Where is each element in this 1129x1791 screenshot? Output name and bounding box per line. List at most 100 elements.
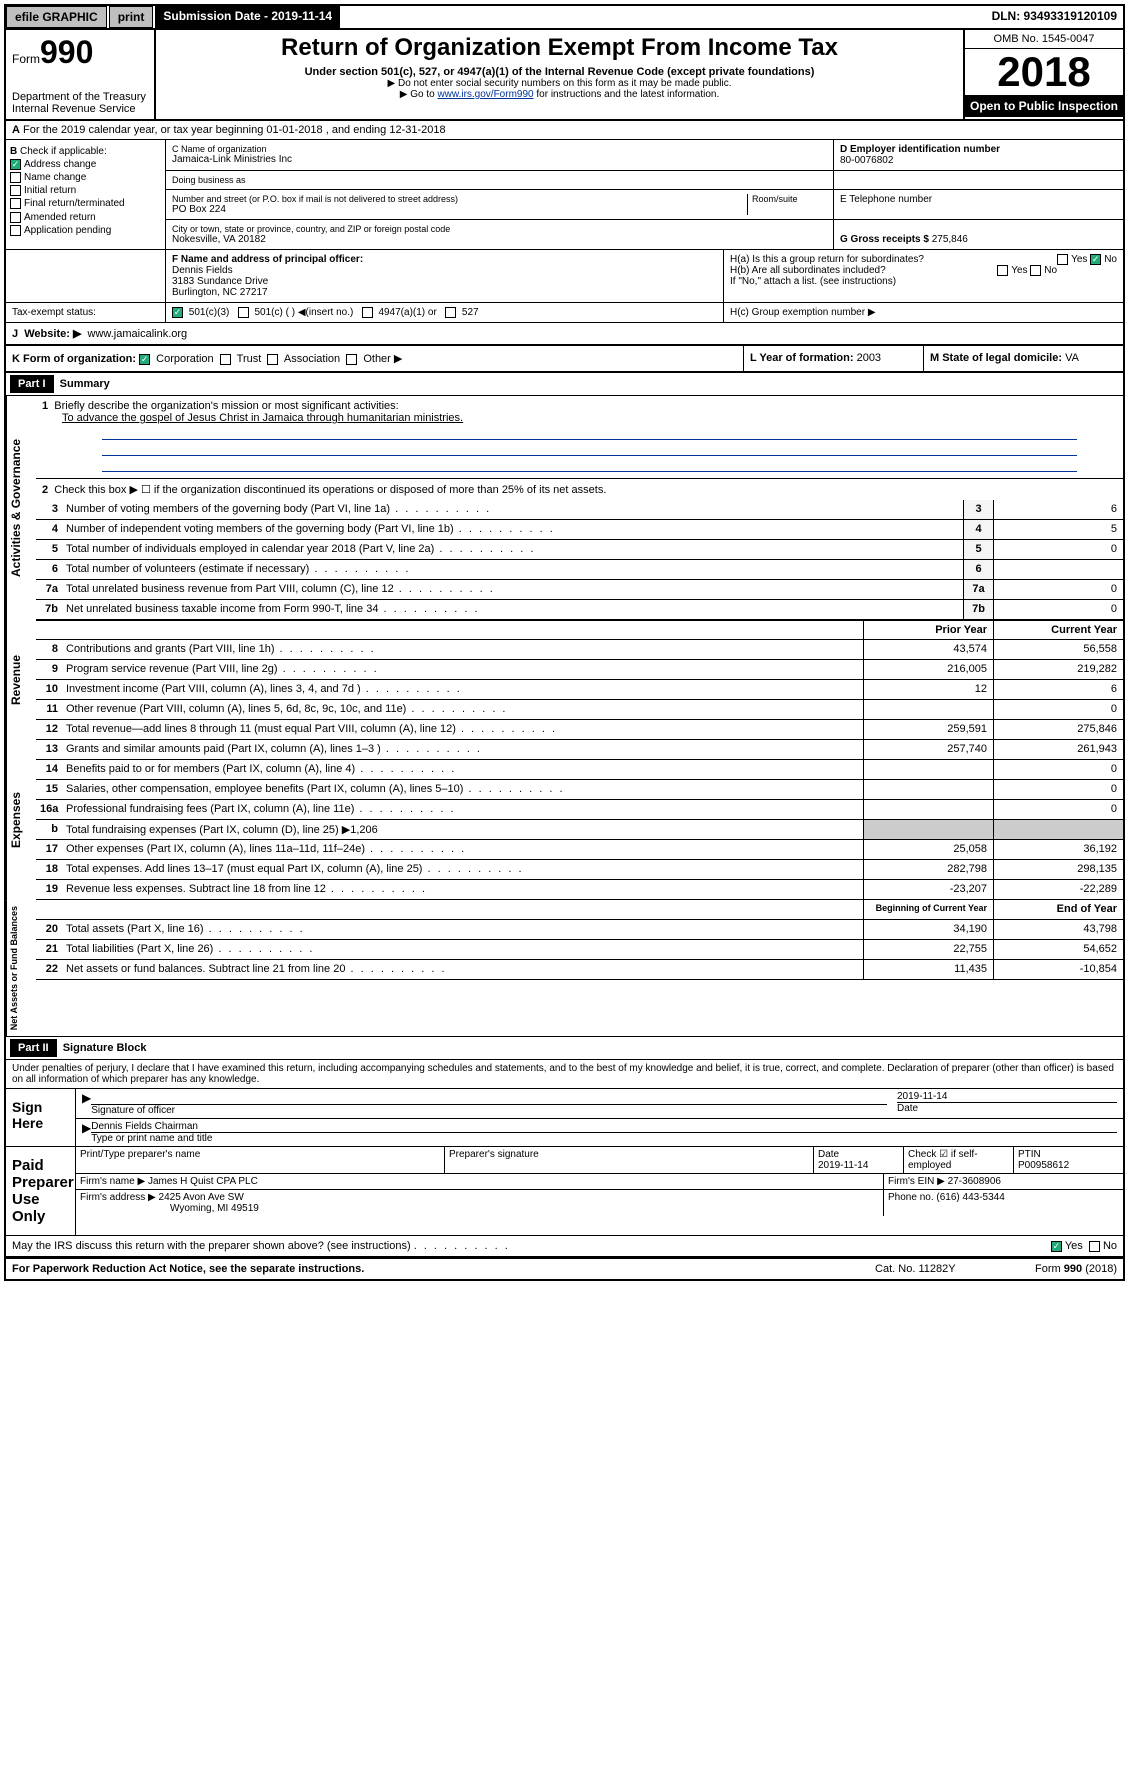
chk-address-change[interactable]: ✓ xyxy=(10,159,21,170)
hdr-num xyxy=(36,621,62,639)
chk-corp[interactable]: ✓ xyxy=(139,354,150,365)
header-right: OMB No. 1545-0047 2018 Open to Public In… xyxy=(963,30,1123,119)
chk-final[interactable] xyxy=(10,198,21,209)
form-number: 990 xyxy=(40,34,93,70)
chk-501c3[interactable]: ✓ xyxy=(172,307,183,318)
table-row: 8Contributions and grants (Part VIII, li… xyxy=(36,640,1123,660)
officer-name: Dennis Fields xyxy=(172,265,717,276)
dept-treasury: Department of the Treasury Internal Reve… xyxy=(12,91,148,115)
chk-527[interactable] xyxy=(445,307,456,318)
box-m-label: M State of legal domicile: xyxy=(930,352,1062,364)
tax-year: 2018 xyxy=(965,49,1123,95)
phone-value: (616) 443-5344 xyxy=(936,1192,1004,1203)
ha-label: H(a) Is this a group return for subordin… xyxy=(730,254,924,265)
row-16b-lbl: Total fundraising expenses (Part IX, col… xyxy=(62,820,863,839)
lbl-corp: Corporation xyxy=(156,353,213,365)
chk-amended[interactable] xyxy=(10,212,21,223)
box-j-label: Website: ▶ xyxy=(24,328,81,340)
phone-label: Phone no. xyxy=(888,1192,934,1203)
chk-ha-yes[interactable] xyxy=(1057,254,1068,265)
firm-ein: 27-3608906 xyxy=(948,1176,1001,1187)
table-row: 12Total revenue—add lines 8 through 11 (… xyxy=(36,720,1123,740)
table-row: 16aProfessional fundraising fees (Part I… xyxy=(36,800,1123,820)
open-inspection: Open to Public Inspection xyxy=(965,95,1123,117)
box-g-label: G Gross receipts $ xyxy=(840,234,929,245)
arrow-icon: ▶ xyxy=(82,1121,91,1144)
officer-addr1: 3183 Sundance Drive xyxy=(172,276,717,287)
box-e-label: E Telephone number xyxy=(840,194,1117,205)
table-row: 9Program service revenue (Part VIII, lin… xyxy=(36,660,1123,680)
section-expenses: Expenses 13Grants and similar amounts pa… xyxy=(6,740,1123,900)
print-button[interactable]: print xyxy=(109,6,154,28)
box-j: J Website: ▶ www.jamaicalink.org xyxy=(6,323,1123,346)
lbl-4947: 4947(a)(1) or xyxy=(378,307,436,318)
sig-field[interactable] xyxy=(91,1091,887,1105)
firm-name: James H Quist CPA PLC xyxy=(148,1176,258,1187)
discuss-row: May the IRS discuss this return with the… xyxy=(6,1236,1123,1258)
city-label: City or town, state or province, country… xyxy=(172,224,827,234)
ha-no: No xyxy=(1104,254,1117,265)
box-g: G Gross receipts $ 275,846 xyxy=(833,220,1123,249)
discuss-no: No xyxy=(1103,1240,1117,1252)
table-row: 7bNet unrelated business taxable income … xyxy=(36,600,1123,620)
table-row: 7aTotal unrelated business revenue from … xyxy=(36,580,1123,600)
block-identity: B Check if applicable: ✓Address change N… xyxy=(6,140,1123,250)
chk-hb-yes[interactable] xyxy=(997,265,1008,276)
box-f-label: F Name and address of principal officer: xyxy=(172,254,363,265)
efile-button[interactable]: efile GRAPHIC xyxy=(6,6,107,28)
officer-addr2: Burlington, NC 27217 xyxy=(172,287,717,298)
sign-here-block: Sign Here ▶ Signature of officer 2019-11… xyxy=(6,1089,1123,1147)
box-h: H(a) Is this a group return for subordin… xyxy=(723,250,1123,302)
chk-name-change[interactable] xyxy=(10,172,21,183)
table-row: 4Number of independent voting members of… xyxy=(36,520,1123,540)
chk-501c[interactable] xyxy=(238,307,249,318)
box-d-label: D Employer identification number xyxy=(840,144,1000,155)
city-value: Nokesville, VA 20182 xyxy=(172,234,827,245)
perjury-declaration: Under penalties of perjury, I declare th… xyxy=(6,1060,1123,1089)
chk-other[interactable] xyxy=(346,354,357,365)
chk-hb-no[interactable] xyxy=(1030,265,1041,276)
box-hc: H(c) Group exemption number ▶ xyxy=(723,303,1123,322)
blank-line xyxy=(102,458,1077,472)
box-f: F Name and address of principal officer:… xyxy=(166,250,723,302)
sidebar-governance: Activities & Governance xyxy=(6,396,36,620)
net-headers: Beginning of Current Year End of Year xyxy=(36,900,1123,920)
box-c-city: City or town, state or province, country… xyxy=(166,220,833,249)
box-c-addr: Number and street (or P.O. box if mail i… xyxy=(166,190,833,219)
box-k: K Form of organization: ✓ Corporation Tr… xyxy=(6,346,743,371)
chk-trust[interactable] xyxy=(220,354,231,365)
block-fh: F Name and address of principal officer:… xyxy=(6,250,1123,303)
part1-header: Part I Summary xyxy=(6,373,1123,396)
hdr-end: End of Year xyxy=(993,900,1123,919)
form-footer: Form 990 (2018) xyxy=(1035,1263,1117,1275)
gross-receipts: 275,846 xyxy=(932,234,968,245)
table-row: 10Investment income (Part VIII, column (… xyxy=(36,680,1123,700)
chk-discuss-no[interactable] xyxy=(1089,1241,1100,1252)
section-net-assets: Net Assets or Fund Balances Beginning of… xyxy=(6,900,1123,1037)
chk-initial[interactable] xyxy=(10,185,21,196)
chk-4947[interactable] xyxy=(362,307,373,318)
officer-name-title: Dennis Fields Chairman xyxy=(91,1121,1117,1133)
dln-label: DLN: 93493319120109 xyxy=(986,6,1123,28)
chk-pending[interactable] xyxy=(10,225,21,236)
q1-label: Briefly describe the organization's miss… xyxy=(54,400,398,412)
chk-discuss-yes[interactable]: ✓ xyxy=(1051,1241,1062,1252)
q2-label: Check this box ▶ ☐ if the organization d… xyxy=(54,484,606,496)
form-header: Form990 Department of the Treasury Inter… xyxy=(6,30,1123,121)
q1-block: 1 Briefly describe the organization's mi… xyxy=(36,396,1123,479)
chk-assoc[interactable] xyxy=(267,354,278,365)
lbl-initial: Initial return xyxy=(24,185,76,196)
irs-link[interactable]: www.irs.gov/Form990 xyxy=(437,89,533,100)
prep-sig-label: Preparer's signature xyxy=(444,1147,813,1173)
ptin-value: P00958612 xyxy=(1018,1160,1069,1171)
name-title-line: ▶ Dennis Fields Chairman Type or print n… xyxy=(76,1119,1123,1146)
table-row: 15Salaries, other compensation, employee… xyxy=(36,780,1123,800)
sig-officer-line: ▶ Signature of officer 2019-11-14 Date xyxy=(76,1089,1123,1119)
box-i-label: Tax-exempt status: xyxy=(6,303,166,322)
table-row: 18Total expenses. Add lines 13–17 (must … xyxy=(36,860,1123,880)
hdr-current: Current Year xyxy=(993,621,1123,639)
box-b-label: Check if applicable: xyxy=(20,146,107,157)
chk-ha-no[interactable]: ✓ xyxy=(1090,254,1101,265)
lbl-amended: Amended return xyxy=(24,212,96,223)
omb-number: OMB No. 1545-0047 xyxy=(965,30,1123,49)
